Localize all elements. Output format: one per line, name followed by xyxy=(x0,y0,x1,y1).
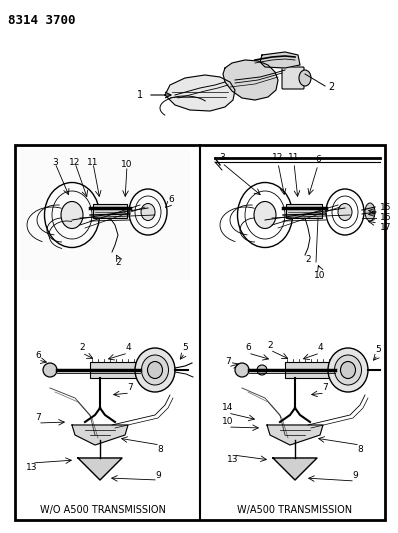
Text: 12: 12 xyxy=(272,154,284,163)
Text: 1: 1 xyxy=(137,90,143,100)
Ellipse shape xyxy=(338,204,352,221)
Bar xyxy=(90,362,138,378)
Text: 15: 15 xyxy=(380,203,392,212)
Text: 9: 9 xyxy=(352,472,358,481)
Bar xyxy=(15,145,385,520)
Text: 11: 11 xyxy=(87,158,99,167)
Bar xyxy=(286,204,322,218)
Text: 9: 9 xyxy=(155,471,161,480)
Text: 12: 12 xyxy=(69,158,81,167)
Polygon shape xyxy=(260,52,300,68)
Ellipse shape xyxy=(365,203,375,221)
Ellipse shape xyxy=(299,70,311,86)
Text: 2: 2 xyxy=(115,258,121,267)
Ellipse shape xyxy=(96,461,103,467)
FancyBboxPatch shape xyxy=(20,150,190,280)
Text: 6: 6 xyxy=(245,343,251,352)
Text: 10: 10 xyxy=(121,160,133,169)
Text: 2: 2 xyxy=(79,343,85,352)
Ellipse shape xyxy=(235,363,249,377)
Polygon shape xyxy=(267,425,323,445)
Text: 7: 7 xyxy=(322,384,328,392)
Text: 2: 2 xyxy=(267,341,273,350)
Text: 2: 2 xyxy=(305,255,311,264)
Text: 11: 11 xyxy=(288,154,300,163)
Text: 5: 5 xyxy=(182,343,188,352)
Ellipse shape xyxy=(96,428,104,436)
Ellipse shape xyxy=(341,361,355,378)
Ellipse shape xyxy=(43,363,57,377)
Polygon shape xyxy=(223,60,278,100)
Ellipse shape xyxy=(61,201,83,229)
FancyBboxPatch shape xyxy=(282,67,304,89)
Text: 10: 10 xyxy=(222,417,234,426)
Text: 2: 2 xyxy=(328,82,334,92)
Polygon shape xyxy=(273,458,317,480)
Ellipse shape xyxy=(142,355,168,385)
Text: W/A500 TRANSMISSION: W/A500 TRANSMISSION xyxy=(238,505,353,515)
Bar xyxy=(93,204,127,218)
Text: 8: 8 xyxy=(157,446,163,455)
Text: 4: 4 xyxy=(317,343,323,352)
Text: 6: 6 xyxy=(35,351,41,359)
Ellipse shape xyxy=(328,348,368,392)
Text: 8314 3700: 8314 3700 xyxy=(8,14,76,27)
Text: 7: 7 xyxy=(35,414,41,423)
Polygon shape xyxy=(165,75,235,111)
Text: 3: 3 xyxy=(219,154,225,163)
Text: 7: 7 xyxy=(127,384,133,392)
Text: 13: 13 xyxy=(227,456,239,464)
Text: 17: 17 xyxy=(380,223,392,232)
Ellipse shape xyxy=(257,365,267,375)
Ellipse shape xyxy=(334,355,361,385)
Text: 7: 7 xyxy=(225,358,231,367)
Text: 6: 6 xyxy=(168,196,174,205)
Text: 14: 14 xyxy=(222,403,234,413)
Polygon shape xyxy=(78,458,122,480)
Polygon shape xyxy=(72,425,128,445)
Text: 6: 6 xyxy=(315,156,321,165)
Ellipse shape xyxy=(291,428,299,436)
Ellipse shape xyxy=(148,361,162,378)
Bar xyxy=(285,362,333,378)
Text: 4: 4 xyxy=(125,343,131,352)
Text: 10: 10 xyxy=(314,271,326,279)
Text: 8: 8 xyxy=(357,446,363,455)
Ellipse shape xyxy=(141,204,155,221)
Text: 13: 13 xyxy=(26,464,38,472)
Text: 5: 5 xyxy=(375,345,381,354)
Text: 3: 3 xyxy=(52,158,58,167)
Ellipse shape xyxy=(291,461,298,467)
Text: W/O A500 TRANSMISSION: W/O A500 TRANSMISSION xyxy=(40,505,166,515)
Ellipse shape xyxy=(254,201,276,229)
Text: 16: 16 xyxy=(380,214,392,222)
Ellipse shape xyxy=(135,348,175,392)
